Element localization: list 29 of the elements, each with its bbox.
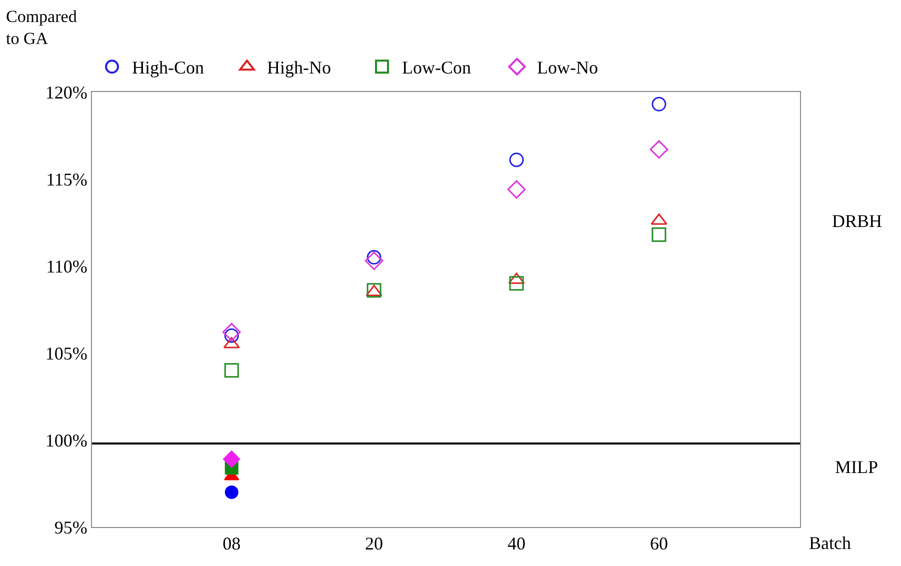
point bbox=[224, 485, 238, 499]
point bbox=[507, 180, 526, 199]
text: MILP bbox=[835, 457, 878, 477]
point bbox=[652, 96, 666, 112]
legend-label: High-Con bbox=[132, 58, 204, 78]
point bbox=[223, 450, 240, 468]
legend-label: Low-No bbox=[537, 58, 598, 78]
point bbox=[224, 363, 239, 378]
x-tick-label: 40 bbox=[508, 534, 526, 554]
y-axis-title: Compared to GA bbox=[6, 7, 78, 48]
point bbox=[509, 276, 524, 291]
point bbox=[652, 227, 666, 242]
text: DRBH bbox=[832, 211, 882, 231]
y-tick-label: 120% bbox=[45, 82, 88, 102]
point bbox=[222, 322, 241, 342]
point bbox=[364, 252, 384, 270]
y-tick-label: 105% bbox=[45, 343, 88, 364]
y-tick-label: 100% bbox=[45, 430, 88, 450]
point bbox=[650, 140, 668, 159]
x-tick-label: 60 bbox=[650, 534, 668, 554]
y-tick-label: 110% bbox=[46, 256, 88, 276]
x-axis-title: Batch bbox=[809, 533, 851, 553]
legend-label: High-No bbox=[267, 58, 331, 78]
y-tick-label: 115% bbox=[46, 169, 88, 190]
x-tick-label: 08 bbox=[222, 534, 241, 554]
x-tick-label: 20 bbox=[365, 534, 384, 554]
legend-label: Low-Con bbox=[402, 58, 471, 78]
y-tick-label: 95% bbox=[54, 517, 88, 538]
point bbox=[509, 152, 524, 168]
